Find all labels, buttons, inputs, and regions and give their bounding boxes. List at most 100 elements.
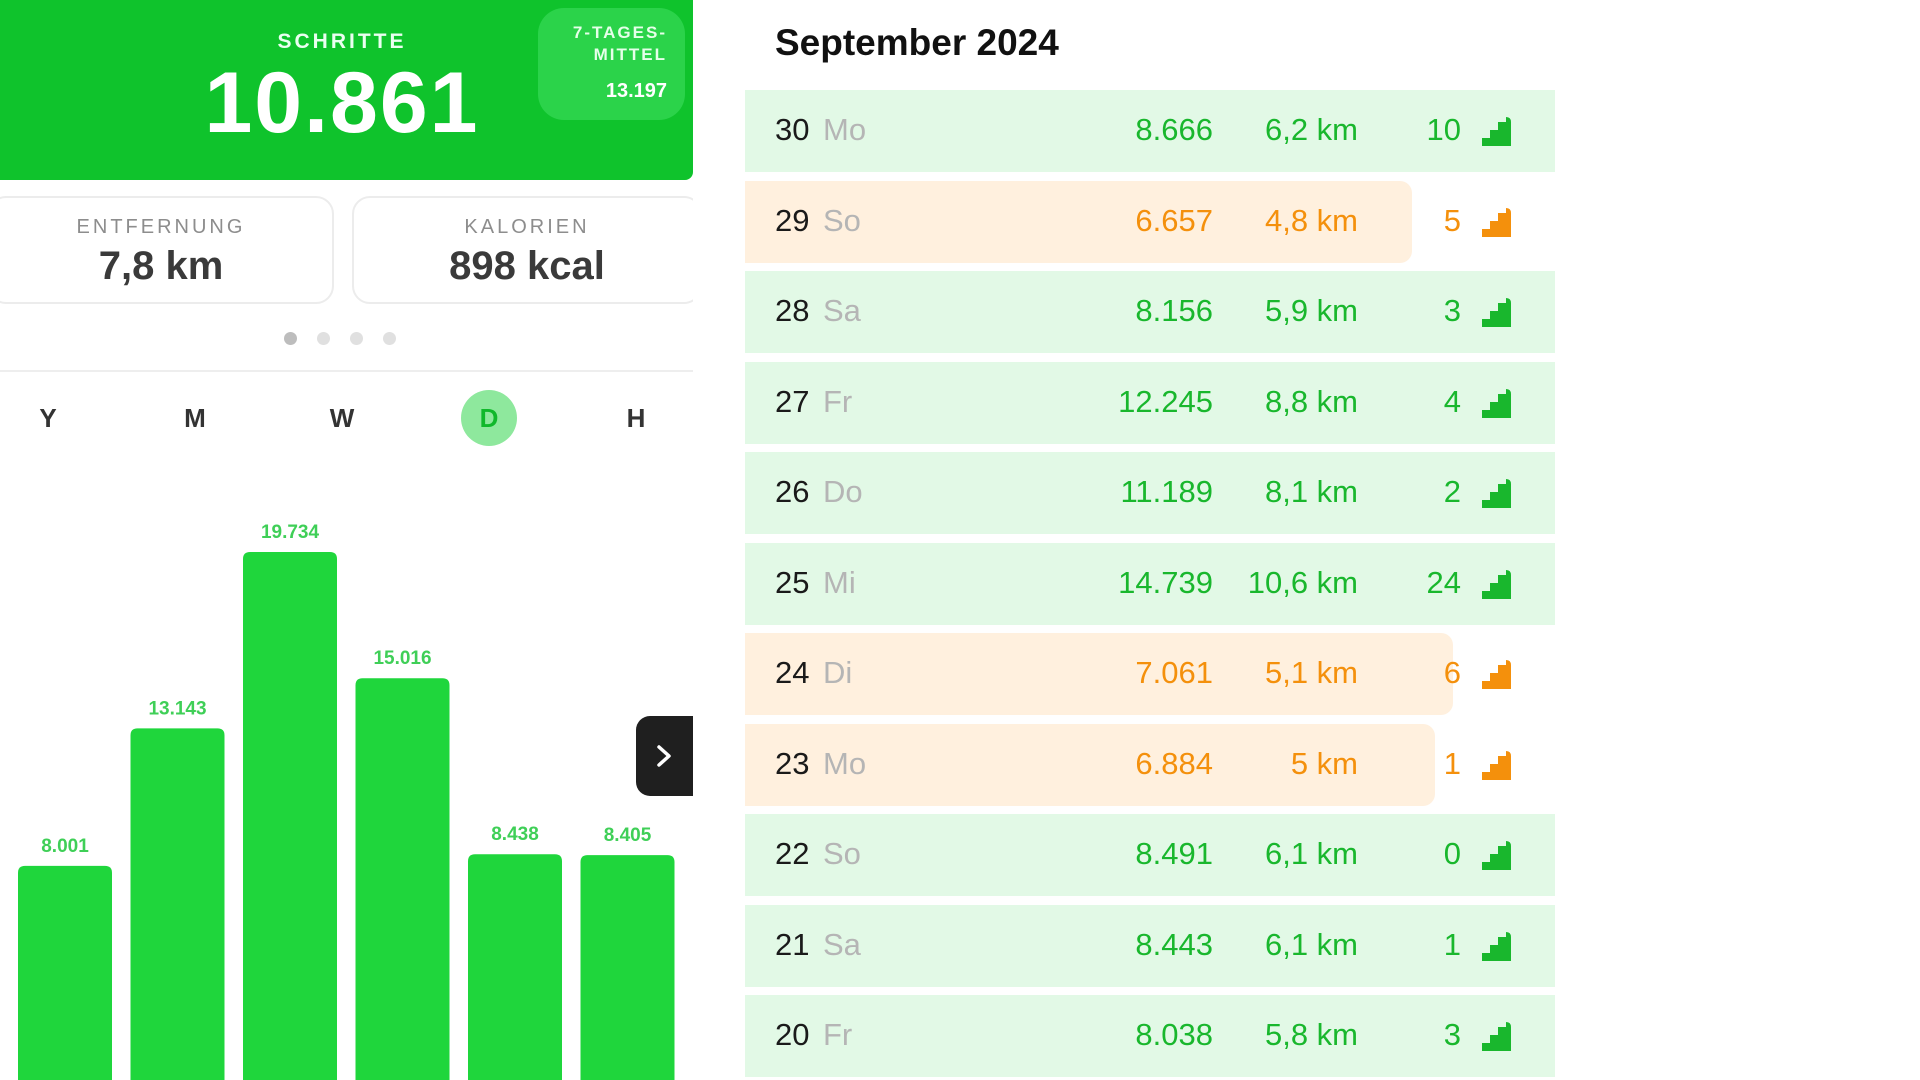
day-distance: 4,8 km [1264, 202, 1358, 238]
floors-stairs-icon [1482, 750, 1511, 780]
page-dot[interactable] [284, 332, 297, 345]
distance-label: ENTFERNUNG [76, 216, 246, 238]
chart-bar-label: 19.734 [261, 522, 320, 543]
day-row[interactable]: 24 Di 7.061 5,1 km 6 [745, 633, 1555, 715]
day-row[interactable]: 26 Do 11.189 8,1 km 2 [745, 452, 1555, 534]
floors-stairs-icon [1482, 388, 1511, 418]
floors-stairs-icon [1482, 660, 1511, 689]
month-title: September 2024 [775, 22, 1059, 63]
chart-bar [243, 552, 337, 1080]
goal-progress-fill [745, 723, 1435, 806]
daily-steps-bar-chart: 8.001 13.143 19.734 15.016 8.438 8.405 [18, 522, 675, 1080]
day-distance: 5,1 km [1264, 655, 1358, 690]
next-button[interactable] [636, 716, 693, 796]
day-number: 30 [775, 112, 810, 147]
day-steps: 8.156 [1135, 293, 1213, 328]
goal-progress-fill [745, 90, 1555, 172]
day-number: 21 [775, 926, 810, 962]
chart-bar [580, 855, 675, 1080]
day-floors: 10 [1426, 112, 1461, 147]
steps-value: 10.861 [204, 55, 480, 151]
tab-w[interactable]: W [329, 403, 355, 433]
day-distance: 6,1 km [1264, 836, 1358, 871]
day-floors: 2 [1443, 474, 1461, 509]
day-number: 23 [775, 745, 810, 781]
day-floors: 6 [1443, 655, 1461, 690]
chart-bar [468, 854, 562, 1080]
month-list-panel: September 2024 30 Mo 8.666 6,2 km 10 29 So 6.6… [745, 0, 1555, 1080]
page-dot[interactable] [383, 332, 396, 345]
day-floors: 3 [1443, 293, 1461, 328]
day-row[interactable]: 27 Fr 12.245 8,8 km 4 [745, 361, 1555, 444]
goal-progress-fill [745, 180, 1412, 263]
day-floors: 0 [1443, 836, 1461, 871]
day-floors: 1 [1443, 926, 1461, 962]
seven-day-average-label: 7-TAGES- MITTEL [547, 22, 667, 66]
steps-label: SCHRITTE [277, 30, 407, 53]
weekday: Fr [823, 383, 853, 419]
chart-bar-label: 8.405 [604, 825, 652, 846]
day-distance: 5,8 km [1264, 1017, 1358, 1052]
day-number: 22 [775, 836, 810, 871]
chart-bar-label: 8.001 [41, 836, 89, 857]
floors-stairs-icon [1482, 117, 1511, 146]
chart-bar [130, 728, 225, 1080]
day-row[interactable]: 28 Sa 8.156 5,9 km 3 [745, 271, 1555, 353]
day-row[interactable]: 20 Fr 8.038 5,8 km 3 [745, 995, 1555, 1077]
day-row[interactable]: 30 Mo 8.666 6,2 km 10 [745, 90, 1555, 172]
goal-progress-fill [745, 452, 1555, 534]
goal-progress-fill [745, 542, 1555, 625]
day-distance: 6,1 km [1264, 926, 1358, 962]
day-floors: 3 [1443, 1017, 1461, 1052]
weekday: Sa [823, 293, 861, 328]
chevron-right-icon [657, 745, 671, 767]
day-steps: 6.657 [1135, 202, 1213, 238]
day-floors: 4 [1443, 383, 1461, 419]
day-distance: 6,2 km [1264, 112, 1358, 147]
tab-h[interactable]: H [626, 403, 646, 433]
page-dot[interactable] [317, 332, 330, 345]
goal-progress-fill [745, 361, 1555, 444]
day-steps: 8.666 [1135, 112, 1213, 147]
day-number: 26 [775, 474, 810, 509]
goal-progress-fill [745, 995, 1555, 1077]
floors-stairs-icon [1482, 479, 1511, 508]
weekday: Di [823, 655, 853, 690]
weekday: Mo [823, 112, 867, 147]
tab-d[interactable]: D [461, 390, 517, 446]
goal-progress-fill [745, 814, 1555, 896]
weekday: Mi [823, 564, 856, 600]
day-row[interactable]: 29 So 6.657 4,8 km 5 [745, 180, 1555, 263]
day-steps: 8.491 [1135, 836, 1213, 871]
floors-stairs-icon [1482, 298, 1511, 327]
chart-bar [18, 865, 112, 1080]
day-floors: 5 [1443, 202, 1461, 238]
weekday: So [823, 202, 861, 238]
chart-bar-label: 15.016 [373, 648, 431, 669]
day-distance: 10,6 km [1247, 564, 1358, 600]
day-number: 20 [775, 1017, 810, 1052]
day-row[interactable]: 23 Mo 6.884 5 km 1 [745, 723, 1555, 806]
goal-progress-fill [745, 633, 1453, 715]
tab-m[interactable]: M [184, 403, 206, 433]
floors-stairs-icon [1482, 931, 1511, 961]
day-number: 25 [775, 564, 810, 600]
day-distance: 8,1 km [1264, 474, 1358, 509]
steps-header-card: SCHRITTE 10.861 7-TAGES- MITTEL 13.197 [0, 0, 693, 180]
page-dot[interactable] [350, 332, 363, 345]
weekday: Do [823, 474, 863, 509]
chart-bar-label: 13.143 [148, 698, 206, 719]
chart-bar-label: 8.438 [491, 824, 539, 845]
day-distance: 8,8 km [1264, 383, 1358, 419]
avg-label-line2: MITTEL [593, 45, 667, 64]
day-row[interactable]: 22 So 8.491 6,1 km 0 [745, 814, 1555, 896]
tab-y[interactable]: Y [39, 403, 57, 433]
weekday: So [823, 836, 861, 871]
day-row[interactable]: 25 Mi 14.739 10,6 km 24 [745, 542, 1555, 625]
day-steps: 8.443 [1135, 926, 1213, 962]
day-row[interactable]: 21 Sa 8.443 6,1 km 1 [745, 904, 1555, 987]
distance-card: ENTFERNUNG 7,8 km [0, 196, 334, 304]
seven-day-average-value: 13.197 [605, 80, 667, 102]
seven-day-average-box: 7-TAGES- MITTEL 13.197 [538, 8, 685, 120]
weekday: Mo [823, 745, 867, 781]
